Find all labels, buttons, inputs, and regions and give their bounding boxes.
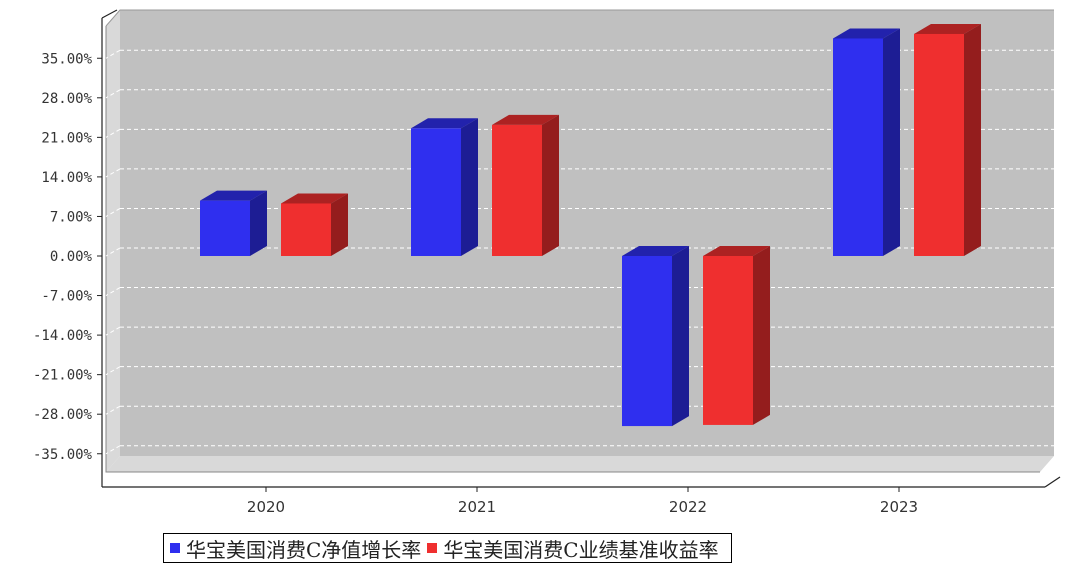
floor [106,456,1054,472]
wall-top-edge [105,9,1054,27]
bar-front [281,203,331,256]
y-tick-label: -14.00% [33,328,93,344]
y-tick-label: 28.00% [41,91,92,107]
bar-top [703,246,770,256]
grid-line-wall [105,405,121,415]
grid-line-wall [105,49,121,59]
y-tick-label: -7.00% [41,289,92,305]
grid-line-wall [105,366,121,376]
bar-front [914,33,964,256]
bar-front [411,128,461,256]
bar [281,193,348,256]
bar-top [622,246,689,256]
x-tick-label: 2023 [880,498,918,516]
bar-side [331,193,348,256]
y-tick-label: -21.00% [33,368,93,384]
bar-side [461,118,478,256]
bar [833,28,900,256]
y-axis-ticks: 35.00% 28.00% 21.00% 14.00% 7.00% 0.00% -7.00%… [33,51,102,463]
grid-line-wall [105,247,121,257]
left-wall [106,10,120,472]
bar [703,246,770,425]
grid-line-wall [105,168,121,178]
x-axis-corner [1044,476,1061,488]
bar-top [914,23,981,34]
grid-line-wall [105,89,121,99]
bar-top [833,28,900,39]
legend-swatch-blue [170,543,180,553]
bar-front [833,38,883,256]
x-tick-label: 2022 [669,498,707,516]
x-axis-ticks: 2020 2021 2022 2023 [247,487,918,516]
grid-line-wall [105,326,121,336]
legend: 华宝美国消费C净值增长率 华宝美国消费C业绩基准收益率 [163,533,732,563]
grid-line-wall [105,287,121,296]
bar-side [883,28,900,256]
grid-line-wall [105,445,121,455]
legend-item-nav-growth: 华宝美国消费C净值增长率 [170,534,421,563]
legend-swatch-red [427,543,438,553]
bars [200,23,981,427]
bar-side [753,246,770,425]
bar-front [622,256,672,427]
x-tick-label: 2021 [458,498,496,516]
bar [914,23,981,256]
y-axis-corner [101,9,118,19]
wall-edge [105,26,1040,473]
bar-front [703,256,753,425]
grid-line-wall [105,128,121,138]
bar-side [250,190,267,256]
y-tick-label: -28.00% [33,407,93,423]
bar-top [411,118,478,129]
bar-side [964,23,981,256]
bar-front [200,200,250,256]
bar-top [200,190,267,201]
bar-side [672,246,689,427]
bar [200,190,267,256]
y-tick-label: 21.00% [41,130,92,146]
bar-top [281,193,348,204]
y-tick-label: 7.00% [50,209,93,225]
legend-label: 华宝美国消费C业绩基准收益率 [443,537,719,562]
bar-front [492,124,542,256]
y-tick-label: 14.00% [41,170,92,186]
x-tick-label: 2020 [247,498,285,516]
bar [492,114,559,256]
grid-line-wall [105,208,121,217]
bar-top [492,114,559,125]
y-tick-label: 0.00% [50,249,93,265]
y-tick-label: -35.00% [33,447,93,463]
bar [411,118,478,256]
bar-side [542,114,559,256]
bar [622,246,689,427]
legend-item-benchmark: 华宝美国消费C业绩基准收益率 [427,534,719,563]
y-tick-label: 35.00% [41,51,92,67]
legend-label: 华宝美国消费C净值增长率 [186,537,422,562]
